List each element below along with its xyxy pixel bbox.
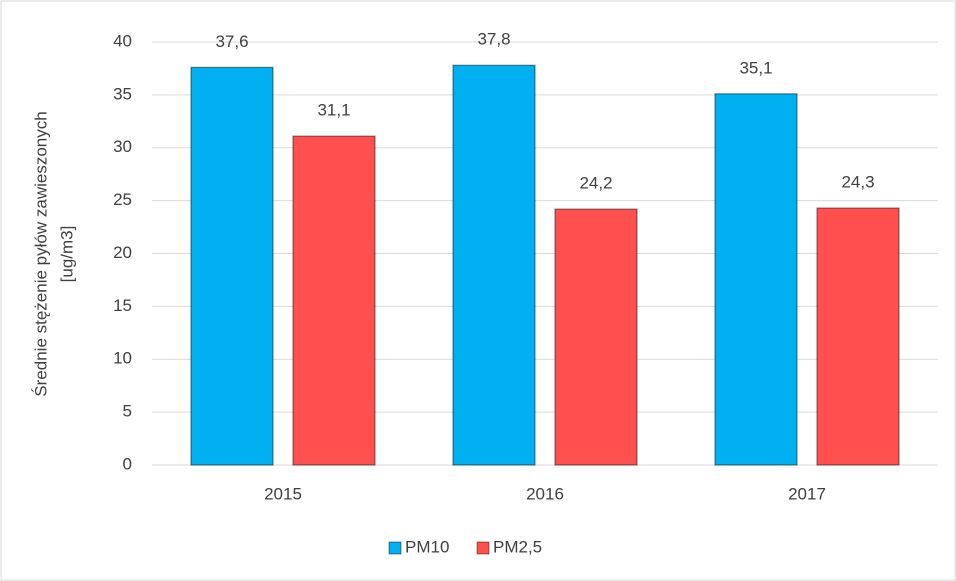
data-label: 24,3 — [841, 173, 874, 192]
y-tick-label: 25 — [113, 190, 132, 209]
legend-label: PM10 — [405, 537, 449, 556]
data-label: 37,6 — [215, 32, 248, 51]
y-tick-label: 10 — [113, 349, 132, 368]
y-tick-label: 35 — [113, 84, 132, 103]
x-tick-label: 2017 — [788, 484, 826, 503]
legend-swatch — [388, 541, 402, 555]
x-tick-label: 2016 — [526, 484, 564, 503]
data-label: 31,1 — [317, 101, 350, 120]
legend-swatch — [476, 541, 490, 555]
bar — [452, 64, 536, 466]
y-tick-label: 15 — [113, 296, 132, 315]
legend-label: PM2,5 — [493, 537, 542, 556]
data-label: 24,2 — [579, 174, 612, 193]
y-tick-label: 20 — [113, 243, 132, 262]
x-tick-label: 2015 — [264, 484, 302, 503]
data-label: 35,1 — [739, 58, 772, 77]
bar — [190, 66, 274, 466]
bar — [816, 207, 900, 466]
y-axis-label: [ug/m3] — [57, 226, 76, 283]
bar — [554, 208, 638, 466]
y-axis-label: Średnie stężenie pyłów zawieszonych — [31, 111, 50, 396]
y-tick-label: 5 — [123, 402, 132, 421]
data-label: 37,8 — [477, 30, 510, 49]
y-tick-label: 0 — [123, 454, 132, 473]
y-tick-label: 30 — [113, 137, 132, 156]
y-tick-label: 40 — [113, 31, 132, 50]
bar — [292, 135, 376, 466]
bar — [714, 93, 798, 466]
